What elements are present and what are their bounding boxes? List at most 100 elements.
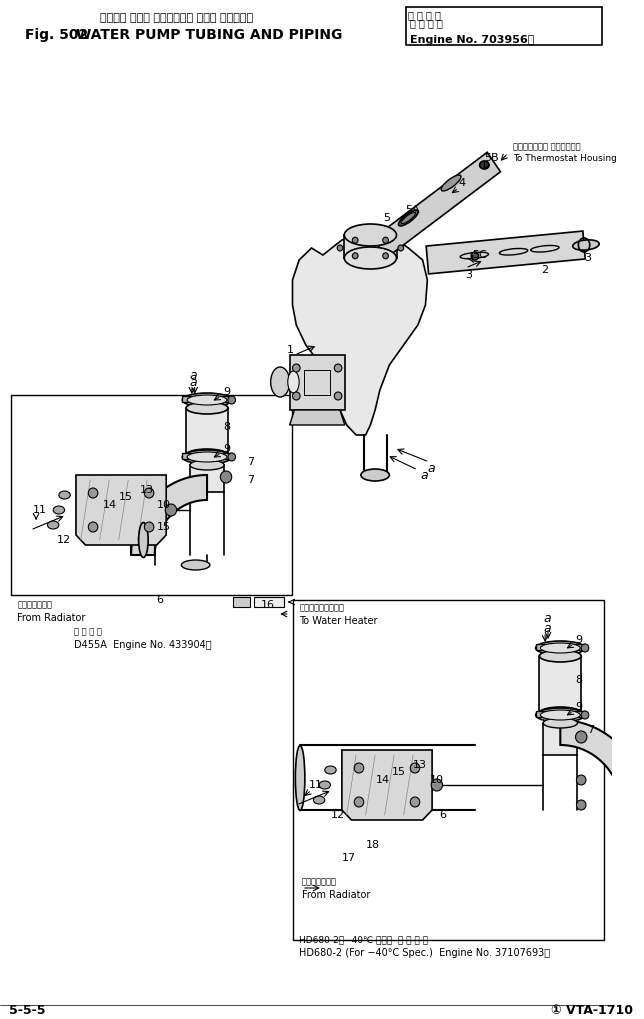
Ellipse shape <box>187 395 227 405</box>
Circle shape <box>576 800 586 810</box>
Polygon shape <box>426 231 585 274</box>
Bar <box>190 465 224 492</box>
Text: D455A  Engine No. 433904～: D455A Engine No. 433904～ <box>74 640 212 650</box>
Text: 15: 15 <box>156 522 171 532</box>
Text: Fig. 502: Fig. 502 <box>24 28 88 42</box>
Polygon shape <box>131 475 207 555</box>
Circle shape <box>576 731 587 743</box>
Text: ウォータ ポンプ チュービング および パイピング: ウォータ ポンプ チュービング および パイピング <box>100 13 253 23</box>
Circle shape <box>354 763 364 773</box>
Text: 14: 14 <box>376 775 390 785</box>
Text: 13: 13 <box>413 760 427 770</box>
Text: 7: 7 <box>587 725 594 735</box>
Polygon shape <box>290 410 345 425</box>
Ellipse shape <box>540 650 581 662</box>
Bar <box>536 711 585 717</box>
Bar <box>182 453 232 459</box>
Bar <box>544 723 578 755</box>
Ellipse shape <box>53 506 64 514</box>
Text: 5-5-5: 5-5-5 <box>10 1004 46 1017</box>
Circle shape <box>88 522 98 532</box>
Text: 1: 1 <box>287 345 294 355</box>
Text: HD680-2 (For −40°C Spec.)  Engine No. 37107693～: HD680-2 (For −40°C Spec.) Engine No. 371… <box>299 948 550 958</box>
Polygon shape <box>76 475 166 545</box>
Ellipse shape <box>361 469 390 481</box>
Ellipse shape <box>471 252 478 260</box>
Text: 8: 8 <box>223 422 231 432</box>
Text: a: a <box>428 462 435 475</box>
Text: ラジエータから: ラジエータから <box>17 600 52 609</box>
Text: 5C: 5C <box>472 250 487 260</box>
Text: 10: 10 <box>156 500 171 510</box>
Text: WATER PUMP TUBING AND PIPING: WATER PUMP TUBING AND PIPING <box>76 28 343 42</box>
Ellipse shape <box>540 707 581 719</box>
Circle shape <box>334 392 342 400</box>
Ellipse shape <box>59 491 70 499</box>
Circle shape <box>383 237 388 244</box>
Ellipse shape <box>637 765 644 855</box>
Text: a: a <box>190 375 198 388</box>
Text: 10: 10 <box>430 775 444 785</box>
Ellipse shape <box>544 718 578 728</box>
Ellipse shape <box>186 449 228 461</box>
Ellipse shape <box>399 210 418 226</box>
Text: Engine No. 703956～: Engine No. 703956～ <box>410 35 535 45</box>
Text: a: a <box>421 469 428 482</box>
Ellipse shape <box>540 643 580 653</box>
Ellipse shape <box>345 247 397 269</box>
Text: 11: 11 <box>308 780 323 790</box>
Text: ウォータヒーターへ: ウォータヒーターへ <box>299 603 344 612</box>
Ellipse shape <box>536 641 585 655</box>
Circle shape <box>354 797 364 807</box>
Text: 2: 2 <box>542 265 549 275</box>
Text: a: a <box>544 611 551 625</box>
Text: 適 用 号 機: 適 用 号 機 <box>410 18 443 28</box>
Text: 3: 3 <box>584 253 591 263</box>
Polygon shape <box>290 355 345 410</box>
Text: 16: 16 <box>261 600 275 610</box>
Circle shape <box>292 364 300 372</box>
Text: ラジエータから: ラジエータから <box>302 877 337 887</box>
Text: ① VTA-1710: ① VTA-1710 <box>551 1004 633 1017</box>
Text: 7: 7 <box>247 457 254 467</box>
Text: 12: 12 <box>57 535 71 545</box>
Ellipse shape <box>540 710 580 720</box>
Bar <box>292 600 604 940</box>
Text: 5B: 5B <box>484 153 499 163</box>
Ellipse shape <box>345 224 397 246</box>
Ellipse shape <box>270 367 290 397</box>
Circle shape <box>220 471 232 483</box>
Text: 6: 6 <box>439 810 446 820</box>
Ellipse shape <box>182 450 232 464</box>
Bar <box>536 644 585 650</box>
Text: 14: 14 <box>102 500 117 510</box>
Bar <box>344 235 397 258</box>
Ellipse shape <box>480 161 489 169</box>
Text: 4: 4 <box>459 178 466 187</box>
Circle shape <box>576 775 586 785</box>
Text: 15: 15 <box>118 492 133 502</box>
Text: 適 用 号 機: 適 用 号 機 <box>74 628 102 637</box>
Text: 7: 7 <box>247 475 254 485</box>
Ellipse shape <box>48 521 59 529</box>
Ellipse shape <box>296 746 305 810</box>
Ellipse shape <box>401 212 415 223</box>
Text: 17: 17 <box>342 853 356 863</box>
Ellipse shape <box>186 403 228 414</box>
Ellipse shape <box>581 711 589 719</box>
Text: From Radiator: From Radiator <box>302 890 370 900</box>
Circle shape <box>337 245 343 251</box>
Text: From Radiator: From Radiator <box>17 613 86 623</box>
Polygon shape <box>342 750 432 820</box>
Text: 11: 11 <box>33 505 47 515</box>
Text: 8: 8 <box>576 675 583 685</box>
Text: To Thermostat Housing: To Thermostat Housing <box>513 154 617 162</box>
Bar <box>232 597 250 607</box>
Circle shape <box>88 488 98 498</box>
Circle shape <box>383 253 388 259</box>
Text: 15: 15 <box>392 767 406 777</box>
Bar <box>406 7 602 45</box>
Text: To Water Heater: To Water Heater <box>299 616 377 626</box>
Ellipse shape <box>441 175 461 191</box>
Polygon shape <box>292 235 428 435</box>
